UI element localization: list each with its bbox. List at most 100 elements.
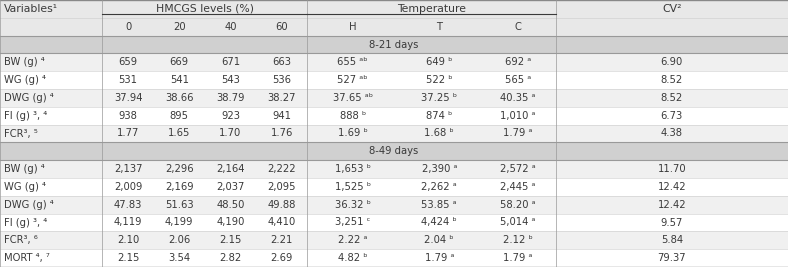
Text: 659: 659 (118, 57, 138, 67)
Text: C: C (515, 22, 522, 32)
Text: 536: 536 (272, 75, 292, 85)
Text: 8.52: 8.52 (660, 75, 683, 85)
Text: 40.35 ᵃ: 40.35 ᵃ (500, 93, 536, 103)
Text: 9.57: 9.57 (660, 218, 683, 227)
Text: 669: 669 (169, 57, 189, 67)
Text: 692 ᵃ: 692 ᵃ (505, 57, 531, 67)
Text: 38.79: 38.79 (216, 93, 245, 103)
Text: 1,525 ᵇ: 1,525 ᵇ (335, 182, 370, 192)
Text: 2.15: 2.15 (117, 253, 139, 263)
Text: MORT ⁴, ⁷: MORT ⁴, ⁷ (4, 253, 50, 263)
Bar (0, 142, 788, 160)
Text: 48.50: 48.50 (216, 200, 245, 210)
Text: 655 ᵃᵇ: 655 ᵃᵇ (337, 57, 368, 67)
Text: 2,222: 2,222 (267, 164, 296, 174)
Text: 6.73: 6.73 (660, 111, 683, 121)
Text: 2.82: 2.82 (219, 253, 242, 263)
Text: 0: 0 (125, 22, 131, 32)
Text: 649 ᵇ: 649 ᵇ (426, 57, 452, 67)
Text: 8-21 days: 8-21 days (370, 40, 418, 49)
Text: 2.22 ᵃ: 2.22 ᵃ (338, 235, 367, 245)
Text: WG (g) ⁴: WG (g) ⁴ (4, 75, 46, 85)
Text: 5.84: 5.84 (660, 235, 683, 245)
Text: 4,410: 4,410 (268, 218, 296, 227)
Text: 874 ᵇ: 874 ᵇ (426, 111, 452, 121)
Text: 12.42: 12.42 (657, 182, 686, 192)
Text: 1,010 ᵃ: 1,010 ᵃ (500, 111, 536, 121)
Bar (0, 53, 788, 71)
Text: 4,190: 4,190 (216, 218, 245, 227)
Text: 2,009: 2,009 (113, 182, 143, 192)
Text: 38.66: 38.66 (165, 93, 194, 103)
Text: BW (g) ⁴: BW (g) ⁴ (4, 164, 45, 174)
Bar (0, 71, 788, 89)
Text: HMCGS levels (%): HMCGS levels (%) (156, 4, 254, 14)
Text: 565 ᵃ: 565 ᵃ (505, 75, 531, 85)
Text: 4.82 ᵇ: 4.82 ᵇ (338, 253, 367, 263)
Text: DWG (g) ⁴: DWG (g) ⁴ (4, 200, 54, 210)
Text: FCR³, ⁵: FCR³, ⁵ (4, 128, 38, 139)
Text: 923: 923 (221, 111, 240, 121)
Text: 671: 671 (221, 57, 240, 67)
Text: FI (g) ³, ⁴: FI (g) ³, ⁴ (4, 111, 47, 121)
Bar (0, 18, 788, 36)
Bar (0, 89, 788, 107)
Text: 4,199: 4,199 (165, 218, 194, 227)
Text: 1.79 ᵃ: 1.79 ᵃ (504, 253, 533, 263)
Text: 4,119: 4,119 (113, 218, 143, 227)
Text: 1.70: 1.70 (219, 128, 242, 139)
Text: 51.63: 51.63 (165, 200, 194, 210)
Text: 2,390 ᵃ: 2,390 ᵃ (422, 164, 457, 174)
Text: 938: 938 (119, 111, 137, 121)
Text: 1.69 ᵇ: 1.69 ᵇ (338, 128, 367, 139)
Text: Temperature: Temperature (397, 4, 466, 14)
Text: 4,424 ᵇ: 4,424 ᵇ (422, 218, 457, 227)
Text: 3.54: 3.54 (168, 253, 191, 263)
Text: 38.27: 38.27 (267, 93, 296, 103)
Text: 37.94: 37.94 (113, 93, 143, 103)
Text: 895: 895 (169, 111, 189, 121)
Bar (0, 107, 788, 125)
Text: 1.77: 1.77 (117, 128, 139, 139)
Text: 941: 941 (272, 111, 292, 121)
Text: 2,262 ᵃ: 2,262 ᵃ (422, 182, 457, 192)
Text: 47.83: 47.83 (113, 200, 143, 210)
Text: 3,251 ᶜ: 3,251 ᶜ (335, 218, 370, 227)
Text: 2.12 ᵇ: 2.12 ᵇ (504, 235, 533, 245)
Text: 1.79 ᵃ: 1.79 ᵃ (504, 128, 533, 139)
Bar (0, 160, 788, 178)
Text: FCR³, ⁶: FCR³, ⁶ (4, 235, 38, 245)
Text: Variables¹: Variables¹ (4, 4, 58, 14)
Bar (0, 196, 788, 214)
Text: 663: 663 (272, 57, 292, 67)
Text: 2.15: 2.15 (219, 235, 242, 245)
Text: 6.90: 6.90 (660, 57, 683, 67)
Text: 543: 543 (221, 75, 240, 85)
Text: CV²: CV² (662, 4, 682, 14)
Text: 2,169: 2,169 (165, 182, 194, 192)
Text: 11.70: 11.70 (657, 164, 686, 174)
Text: 37.25 ᵇ: 37.25 ᵇ (422, 93, 457, 103)
Bar (0, 214, 788, 231)
Text: 888 ᵇ: 888 ᵇ (340, 111, 366, 121)
Text: 40: 40 (225, 22, 236, 32)
Text: 1,653 ᵇ: 1,653 ᵇ (335, 164, 370, 174)
Text: H: H (349, 22, 356, 32)
Text: 1.68 ᵇ: 1.68 ᵇ (425, 128, 454, 139)
Text: 20: 20 (173, 22, 186, 32)
Text: 1.79 ᵃ: 1.79 ᵃ (425, 253, 454, 263)
Text: 2.69: 2.69 (270, 253, 293, 263)
Bar (0, 0, 788, 18)
Text: 5,014 ᵃ: 5,014 ᵃ (500, 218, 536, 227)
Text: 531: 531 (118, 75, 138, 85)
Text: 1.65: 1.65 (168, 128, 191, 139)
Text: 37.65 ᵃᵇ: 37.65 ᵃᵇ (333, 93, 373, 103)
Text: 2,572 ᵃ: 2,572 ᵃ (500, 164, 536, 174)
Bar (0, 36, 788, 53)
Bar (0, 231, 788, 249)
Bar (0, 249, 788, 267)
Text: 1.76: 1.76 (270, 128, 293, 139)
Text: 527 ᵃᵇ: 527 ᵃᵇ (337, 75, 368, 85)
Text: BW (g) ⁴: BW (g) ⁴ (4, 57, 45, 67)
Text: FI (g) ³, ⁴: FI (g) ³, ⁴ (4, 218, 47, 227)
